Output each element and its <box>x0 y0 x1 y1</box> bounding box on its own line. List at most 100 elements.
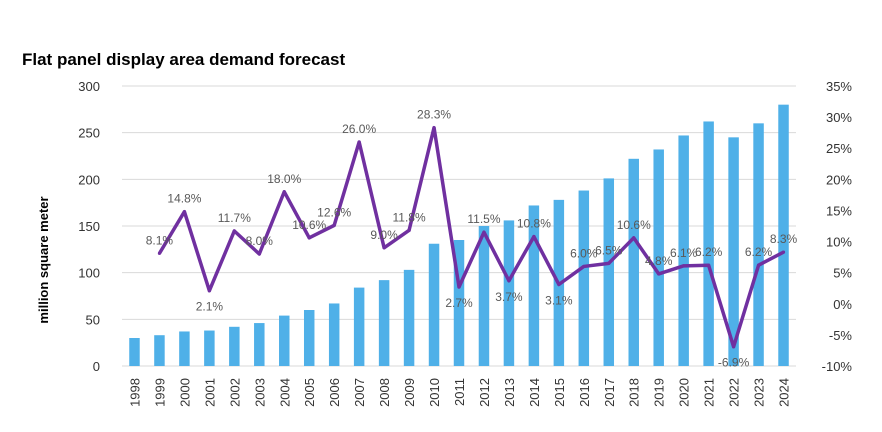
bar <box>753 123 764 366</box>
line-point <box>257 252 261 256</box>
line-point <box>607 261 611 265</box>
data-label: 8.0% <box>246 234 274 248</box>
y-tick-label: 300 <box>78 79 100 94</box>
data-label: 11.5% <box>467 212 500 226</box>
x-tick-label: 2006 <box>327 378 342 407</box>
bar <box>328 303 340 366</box>
x-tick-label: 2007 <box>352 378 367 407</box>
data-label: 12.6% <box>317 205 351 219</box>
line-point <box>707 263 711 267</box>
bar <box>478 226 490 366</box>
y2-tick-label: 0% <box>833 297 852 312</box>
x-tick-label: 2015 <box>552 378 567 407</box>
x-tick-label: 2011 <box>452 378 467 406</box>
bar <box>528 205 540 366</box>
bar <box>678 135 689 366</box>
bar <box>578 190 590 366</box>
data-label: 6.1% <box>670 246 698 260</box>
y2-tick-label: -10% <box>822 359 853 374</box>
y2-tick-label: 35% <box>826 79 852 94</box>
line-point <box>232 229 236 233</box>
bar <box>129 338 140 366</box>
bar <box>453 240 465 366</box>
right-axis-ticks: -10% -5% 0% 5% 10% 15% 20% 25% 30% 35% <box>822 79 853 374</box>
line-point <box>532 234 536 239</box>
x-tick-label: 2009 <box>402 378 417 407</box>
data-label: 2.1% <box>196 300 224 314</box>
data-label: 6.5% <box>595 243 623 257</box>
bar <box>254 323 265 366</box>
line-point <box>307 236 311 240</box>
x-tick-label: 2021 <box>702 378 717 407</box>
y2-tick-label: -5% <box>829 328 853 343</box>
data-label: 4.8% <box>645 254 673 268</box>
x-tick-label: 2001 <box>202 378 217 407</box>
data-label: 2.7% <box>445 296 473 310</box>
y-tick-label: 50 <box>86 312 100 327</box>
y-tick-label: 150 <box>78 219 100 234</box>
y2-tick-label: 10% <box>826 235 852 250</box>
chart-title: Flat panel display area demand forecast <box>22 50 346 69</box>
growth-line-series <box>157 125 786 349</box>
data-label: 26.0% <box>342 122 376 136</box>
x-tick-label: 2012 <box>477 378 492 407</box>
bar <box>303 310 315 366</box>
data-label: 28.3% <box>417 108 451 122</box>
x-tick-label: 2022 <box>727 378 742 407</box>
line-point <box>557 282 561 287</box>
bar <box>628 158 639 366</box>
x-tick-label: 2010 <box>427 378 442 407</box>
growth-line <box>157 125 785 349</box>
x-tick-label: 2020 <box>677 378 692 407</box>
data-label: -6.9% <box>718 356 750 370</box>
data-label: 3.7% <box>495 290 523 304</box>
line-point <box>482 230 486 234</box>
y-tick-label: 200 <box>78 172 100 187</box>
line-point <box>332 223 336 227</box>
line-point <box>657 272 661 276</box>
bar <box>503 220 515 366</box>
data-label: 11.8% <box>393 210 426 224</box>
bar <box>378 280 390 366</box>
bar <box>179 331 190 366</box>
x-tick-label: 2024 <box>777 378 792 407</box>
bar <box>279 315 290 366</box>
data-label: 3.1% <box>545 293 573 307</box>
x-tick-label: 1998 <box>127 378 142 407</box>
line-point <box>182 210 187 214</box>
data-label: 8.1% <box>146 233 174 247</box>
data-label: 14.8% <box>167 192 201 206</box>
y2-tick-label: 20% <box>826 172 852 187</box>
y-tick-label: 250 <box>78 126 100 141</box>
y2-tick-label: 30% <box>826 110 852 125</box>
data-label: 10.8% <box>517 217 551 231</box>
line-point <box>781 250 786 254</box>
bar <box>603 178 615 366</box>
left-axis-ticks: 0 50 100 150 200 250 300 <box>78 79 100 374</box>
bar <box>403 269 415 366</box>
bar <box>653 149 664 366</box>
x-tick-label: 2005 <box>302 378 317 407</box>
x-tick-label: 1999 <box>152 378 167 407</box>
data-labels: 8.1%14.8%2.1%11.7%8.0%18.0%10.6%12.6%26.… <box>146 108 798 370</box>
line-point <box>432 126 436 130</box>
line-point <box>582 264 586 269</box>
data-label: 9.0% <box>370 228 398 242</box>
line-point <box>357 140 361 144</box>
y2-tick-label: 25% <box>826 141 852 156</box>
data-label: 8.3% <box>770 232 798 246</box>
x-tick-label: 2008 <box>377 378 392 407</box>
y2-tick-label: 15% <box>826 203 852 218</box>
x-tick-label: 2013 <box>502 378 517 407</box>
line-point <box>407 228 411 232</box>
data-label: 6.2% <box>695 245 723 259</box>
x-axis-ticks: 1998 1999 2000 2001 2002 2003 2004 2005 2006 2007… <box>127 378 791 407</box>
y-tick-label: 0 <box>93 359 100 374</box>
line-point <box>282 190 286 194</box>
bar <box>778 104 789 367</box>
data-label: 10.6% <box>617 218 651 232</box>
line-point <box>207 289 211 293</box>
bar <box>204 330 215 366</box>
line-point <box>382 246 386 250</box>
